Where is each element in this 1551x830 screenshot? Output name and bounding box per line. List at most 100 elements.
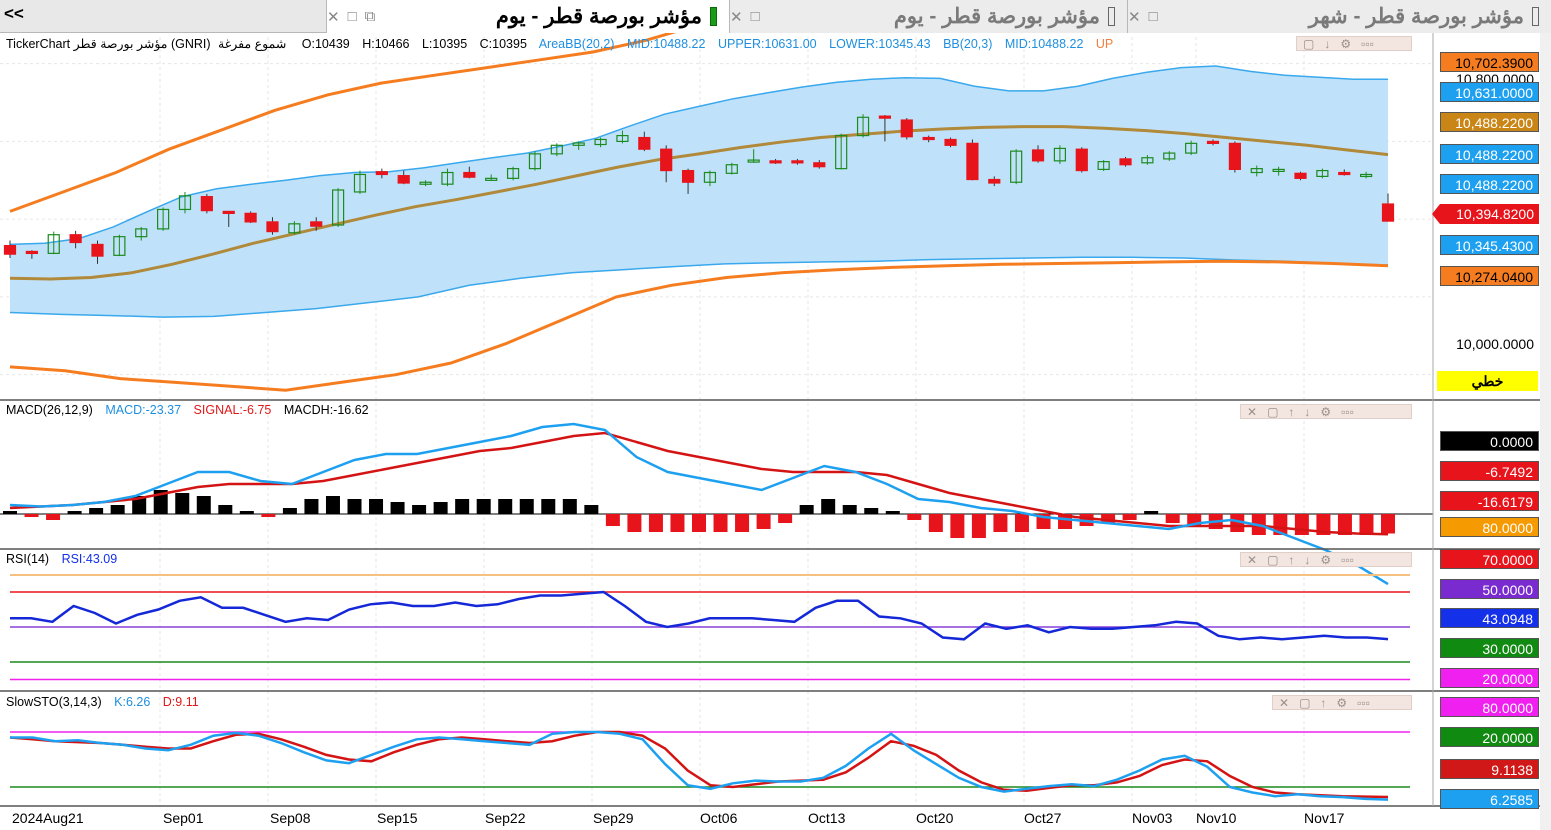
rsi-axis-label: 20.0000: [1440, 668, 1539, 688]
tab-restore-icon[interactable]: □: [750, 8, 760, 25]
more-icon[interactable]: ▫▫▫: [1341, 404, 1354, 419]
maximize-icon[interactable]: ▢: [1267, 552, 1279, 567]
candle: [47, 231, 60, 255]
move-up-icon[interactable]: ↑: [1320, 695, 1327, 710]
tab-restore-icon[interactable]: □: [1148, 8, 1158, 25]
bollinger-upper-line: [9, 65, 1388, 246]
price-axis-label: 10,702.3900: [1440, 52, 1539, 72]
close-icon[interactable]: ✕: [1247, 404, 1258, 419]
tab-detach-icon[interactable]: ⧉: [364, 8, 376, 25]
sto-k-line: [10, 730, 1389, 801]
price-axis-label: 10,488.2200: [1440, 112, 1539, 132]
macd-histogram-bar: [1316, 514, 1331, 535]
settings-icon[interactable]: ⚙: [1336, 695, 1348, 710]
move-up-icon[interactable]: ↑: [1288, 552, 1295, 567]
slow-sto-panel: [9, 730, 1410, 801]
bollinger-mid-line: [9, 125, 1389, 281]
sto-d-line: [9, 730, 1389, 799]
tab-daily-2[interactable]: ✕ □ مؤشر بورصة قطر - يوم: [729, 0, 1127, 33]
macd-name: MACD(26,12,9): [6, 403, 93, 417]
settings-icon[interactable]: ⚙: [1320, 404, 1332, 419]
macd-histogram-bar: [692, 514, 706, 532]
macd-histogram-bar: [1144, 511, 1159, 514]
candle: [835, 133, 848, 170]
x-axis-label: Sep15: [377, 810, 418, 826]
macd-histogram-bar: [67, 511, 82, 514]
tab-bar: << ✕ □ مؤشر بورصة قطر - شهر ✕ □ مؤشر بور…: [0, 0, 1551, 33]
candle: [1316, 168, 1329, 179]
more-icon[interactable]: ▫▫▫: [1361, 36, 1374, 51]
tab-color-marker-icon: [710, 7, 717, 26]
candle-body: [791, 160, 804, 164]
candle-body: [1381, 203, 1395, 222]
x-axis-label: Sep22: [485, 810, 526, 826]
settings-icon[interactable]: ⚙: [1320, 552, 1332, 567]
close-icon[interactable]: ✕: [1247, 552, 1258, 567]
candle-body: [769, 160, 782, 164]
tab-monthly[interactable]: ✕ □ مؤشر بورصة قطر - شهر: [1127, 0, 1551, 33]
candle-body: [200, 196, 213, 212]
candle: [91, 240, 104, 264]
settings-icon[interactable]: ⚙: [1340, 36, 1352, 51]
macd-signal: SIGNAL:-6.75: [193, 403, 272, 417]
chart-canvas[interactable]: [0, 33, 1551, 830]
tabs-scroll-left-button[interactable]: <<: [4, 4, 24, 23]
candle: [288, 221, 301, 235]
x-axis-label: Sep29: [593, 810, 634, 826]
candle: [135, 226, 148, 241]
macd-histogram-bar: [218, 505, 233, 514]
tab-restore-icon[interactable]: □: [347, 8, 357, 25]
candle-body: [1294, 172, 1307, 179]
candle: [1163, 151, 1176, 161]
candle: [1097, 160, 1110, 171]
macd-axis-label: -6.7492: [1440, 461, 1539, 481]
maximize-icon[interactable]: ▢: [1267, 404, 1279, 419]
move-down-icon[interactable]: ↓: [1304, 404, 1311, 419]
candle: [528, 151, 542, 171]
candle-body: [835, 134, 848, 170]
tab-close-icon[interactable]: ✕: [1128, 8, 1141, 26]
more-icon[interactable]: ▫▫▫: [1357, 695, 1370, 710]
candle-body: [922, 136, 935, 141]
tab-label: مؤشر بورصة قطر - يوم: [893, 5, 1100, 28]
macd-histogram-bar: [46, 514, 61, 520]
candle-body: [988, 178, 1001, 184]
macd-histogram-bar: [627, 514, 642, 532]
tab-close-icon[interactable]: ✕: [327, 8, 340, 26]
candle: [769, 158, 782, 164]
candle-body: [244, 212, 257, 223]
candle: [1141, 155, 1154, 165]
candle: [1075, 147, 1088, 173]
macd-histogram-bar: [1359, 514, 1374, 535]
rsi-value: RSI:43.09: [61, 552, 118, 566]
price-legend: TickerChart مؤشر بورصة قطر (GNRI) شموع م…: [6, 36, 1122, 51]
sto-axis-label: 80.0000: [1440, 697, 1539, 717]
price-axis-label: 10,488.2200: [1440, 174, 1539, 194]
tab-close-icon[interactable]: ✕: [730, 8, 743, 26]
areabb-label: AreaBB(20,2): [538, 37, 615, 51]
chart-style-button[interactable]: خطي: [1437, 371, 1538, 391]
candle: [944, 137, 957, 148]
more-icon[interactable]: ▫▫▫: [1341, 552, 1354, 567]
candle-body: [944, 138, 957, 146]
macd-histogram-bar: [325, 496, 340, 514]
move-down-icon[interactable]: ↓: [1324, 36, 1331, 51]
maximize-icon[interactable]: ▢: [1303, 36, 1315, 51]
move-up-icon[interactable]: ↑: [1288, 404, 1295, 419]
close-icon[interactable]: ✕: [1279, 695, 1290, 710]
tab-daily-active[interactable]: ✕ □ ⧉ مؤشر بورصة قطر - يوم: [326, 0, 729, 33]
candle: [441, 168, 454, 187]
candle: [922, 135, 935, 143]
move-down-icon[interactable]: ↓: [1304, 552, 1311, 567]
candle: [1228, 141, 1241, 173]
maximize-icon[interactable]: ▢: [1299, 695, 1311, 710]
macd-histogram-bar: [1122, 514, 1137, 520]
candle-body: [660, 148, 673, 172]
ohlc-close: C:10395: [479, 37, 527, 51]
candle: [594, 137, 607, 148]
macd-histogram-bar: [971, 514, 986, 538]
macd-histogram-bar: [1101, 514, 1116, 523]
candle-type: شموع مفرغة: [218, 37, 287, 51]
candle: [25, 250, 38, 259]
sto-axis-label: 20.0000: [1440, 727, 1539, 747]
